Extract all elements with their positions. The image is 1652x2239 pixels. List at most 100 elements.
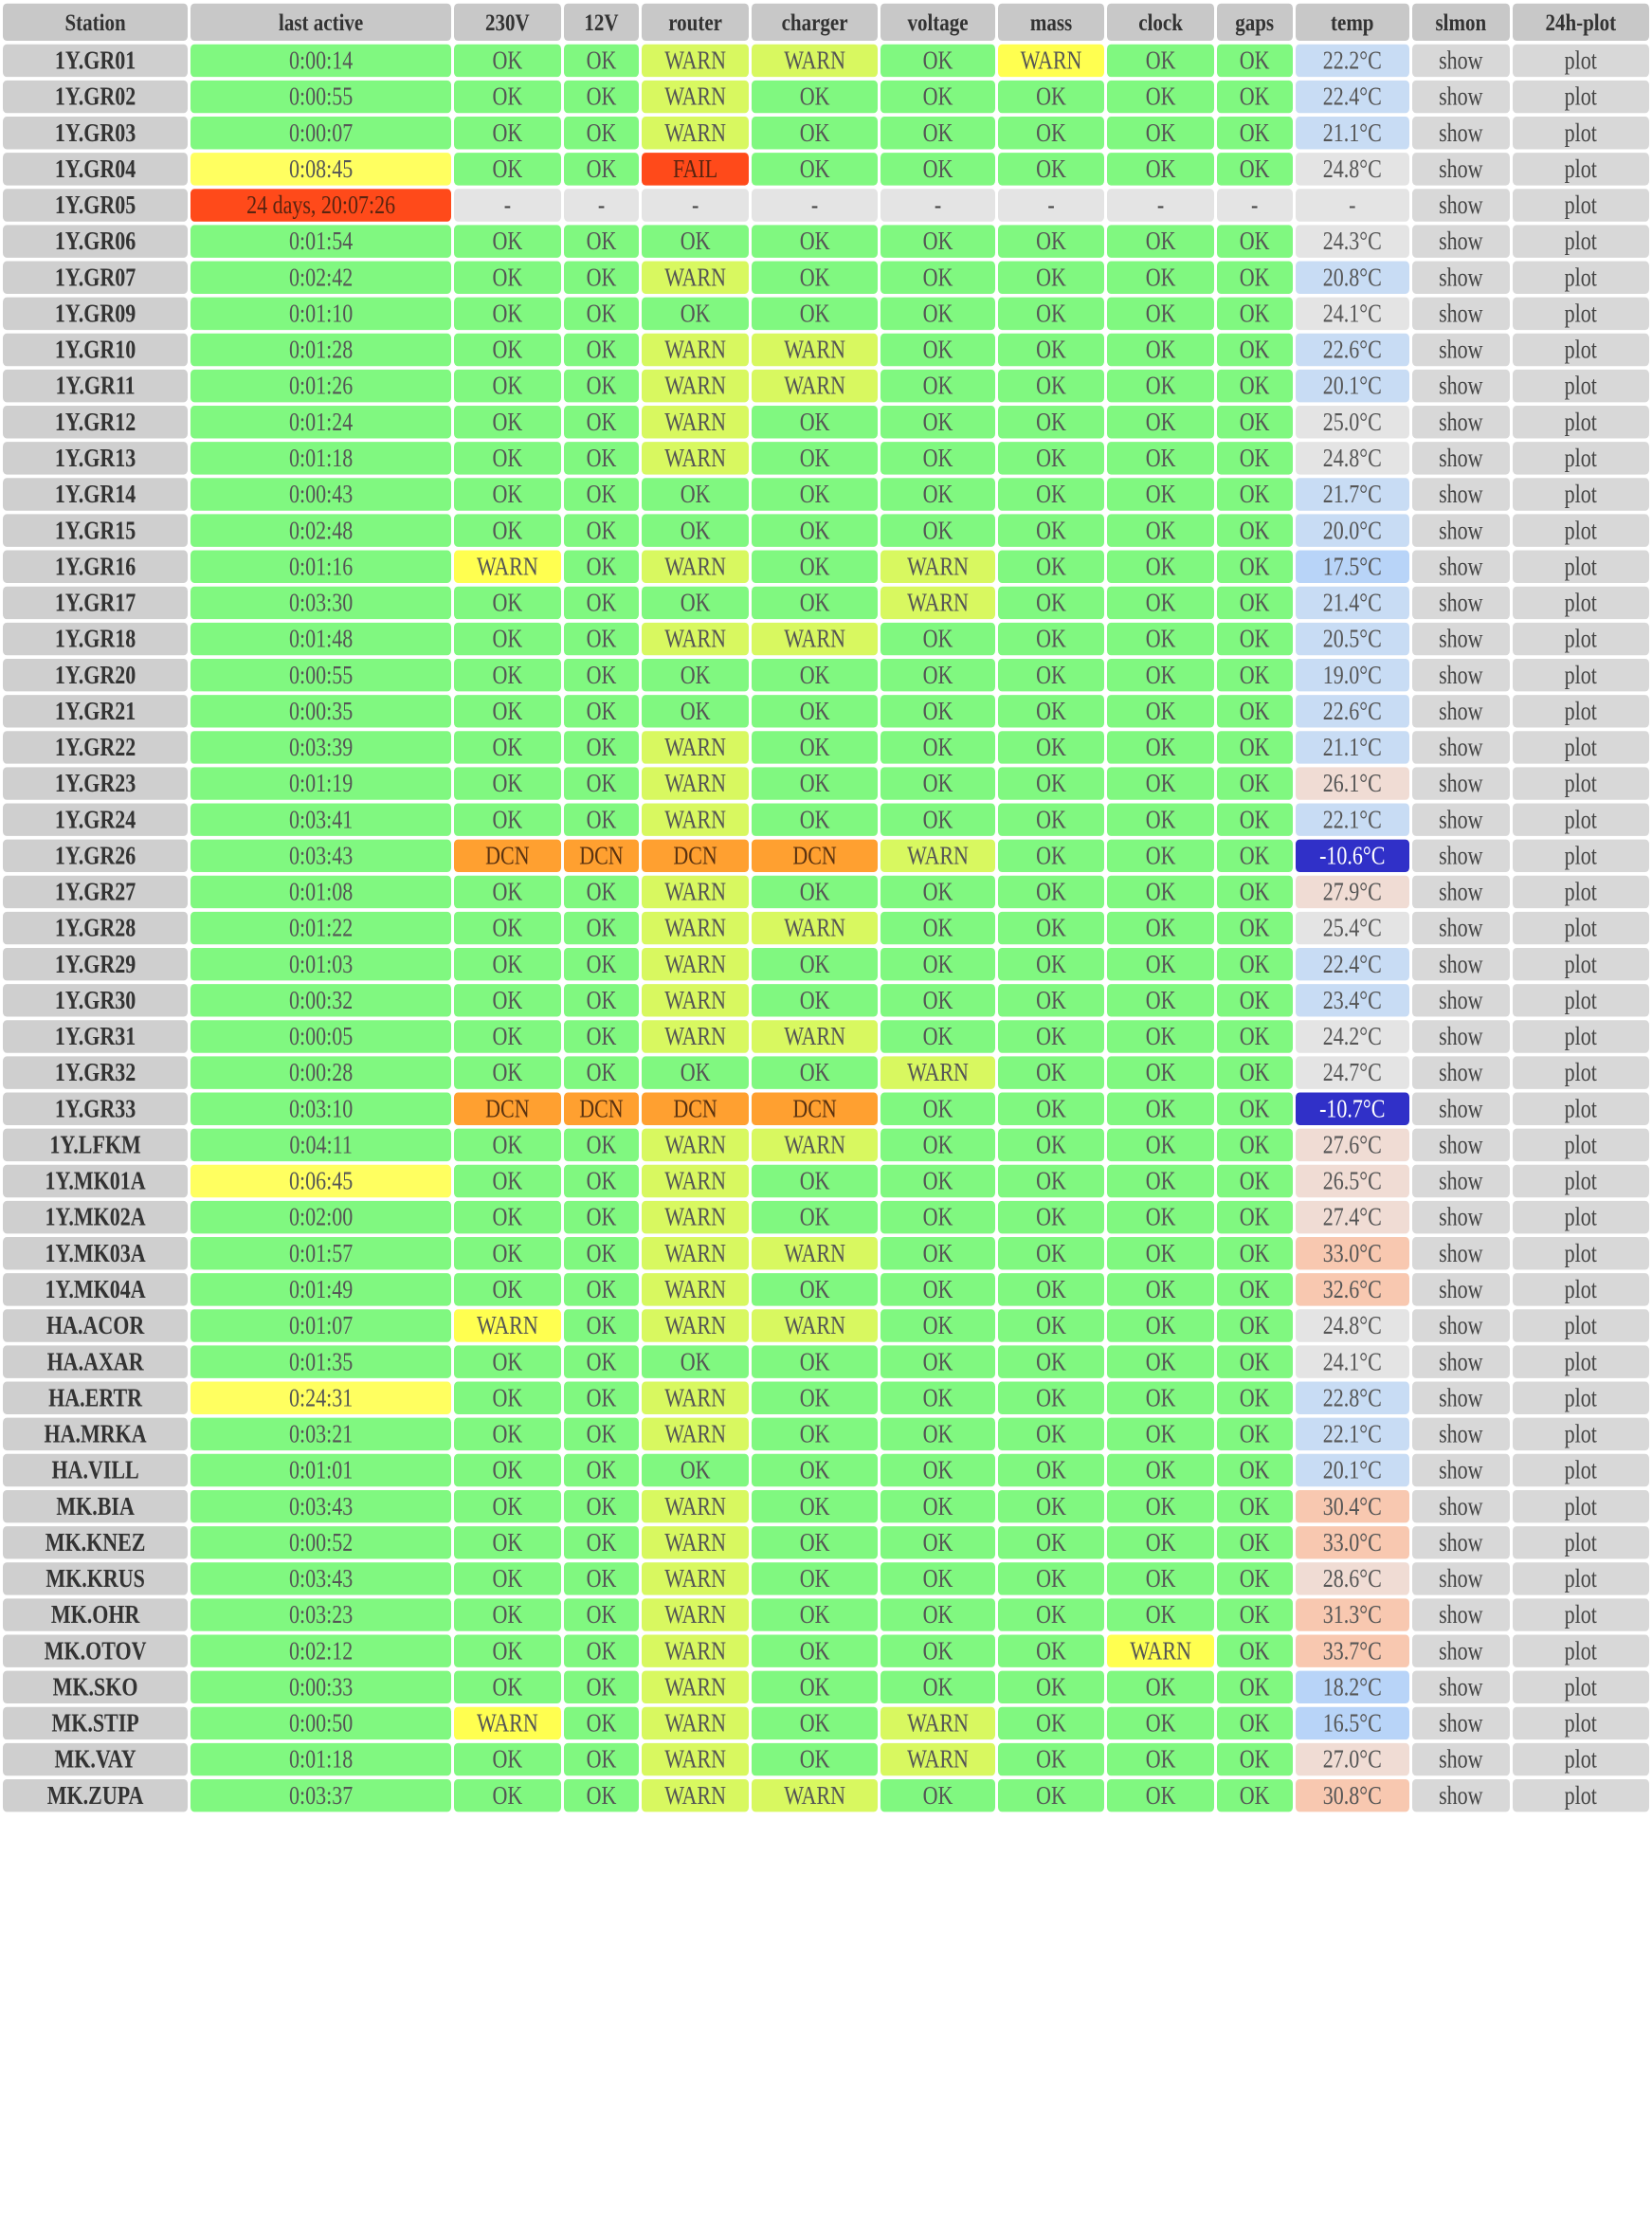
- plot-link[interactable]: plot: [1512, 1381, 1649, 1414]
- plot-link[interactable]: plot: [1512, 1634, 1649, 1667]
- slmon-show-link[interactable]: show: [1412, 1670, 1510, 1704]
- plot-link[interactable]: plot: [1512, 1453, 1649, 1487]
- col-header-charger[interactable]: charger: [751, 3, 879, 42]
- plot-link[interactable]: plot: [1512, 658, 1649, 692]
- col-header-mass[interactable]: mass: [997, 3, 1105, 42]
- plot-link[interactable]: plot: [1512, 1670, 1649, 1704]
- plot-link[interactable]: plot: [1512, 1020, 1649, 1053]
- slmon-show-link[interactable]: show: [1412, 1056, 1510, 1089]
- plot-link[interactable]: plot: [1512, 875, 1649, 909]
- slmon-show-link[interactable]: show: [1412, 1526, 1510, 1559]
- slmon-show-link[interactable]: show: [1412, 1489, 1510, 1523]
- plot-link[interactable]: plot: [1512, 369, 1649, 403]
- slmon-show-link[interactable]: show: [1412, 333, 1510, 367]
- plot-link[interactable]: plot: [1512, 1128, 1649, 1162]
- col-header-router[interactable]: router: [642, 3, 749, 42]
- slmon-show-link[interactable]: show: [1412, 1200, 1510, 1234]
- col-header-slmon[interactable]: slmon: [1412, 3, 1510, 42]
- slmon-show-link[interactable]: show: [1412, 189, 1510, 222]
- plot-link[interactable]: plot: [1512, 1778, 1649, 1812]
- plot-link[interactable]: plot: [1512, 550, 1649, 583]
- plot-link[interactable]: plot: [1512, 695, 1649, 728]
- slmon-show-link[interactable]: show: [1412, 731, 1510, 764]
- plot-link[interactable]: plot: [1512, 80, 1649, 114]
- slmon-show-link[interactable]: show: [1412, 1128, 1510, 1162]
- plot-link[interactable]: plot: [1512, 1237, 1649, 1270]
- slmon-show-link[interactable]: show: [1412, 442, 1510, 475]
- slmon-show-link[interactable]: show: [1412, 514, 1510, 547]
- plot-link[interactable]: plot: [1512, 1200, 1649, 1234]
- slmon-show-link[interactable]: show: [1412, 297, 1510, 331]
- plot-link[interactable]: plot: [1512, 911, 1649, 945]
- slmon-show-link[interactable]: show: [1412, 1020, 1510, 1053]
- slmon-show-link[interactable]: show: [1412, 803, 1510, 836]
- plot-link[interactable]: plot: [1512, 1489, 1649, 1523]
- plot-link[interactable]: plot: [1512, 478, 1649, 511]
- slmon-show-link[interactable]: show: [1412, 478, 1510, 511]
- slmon-show-link[interactable]: show: [1412, 947, 1510, 981]
- slmon-show-link[interactable]: show: [1412, 153, 1510, 186]
- slmon-show-link[interactable]: show: [1412, 1453, 1510, 1487]
- plot-link[interactable]: plot: [1512, 947, 1649, 981]
- col-header-clock[interactable]: clock: [1107, 3, 1214, 42]
- plot-link[interactable]: plot: [1512, 297, 1649, 331]
- slmon-show-link[interactable]: show: [1412, 1706, 1510, 1740]
- plot-link[interactable]: plot: [1512, 1417, 1649, 1451]
- slmon-show-link[interactable]: show: [1412, 767, 1510, 800]
- plot-link[interactable]: plot: [1512, 1345, 1649, 1378]
- plot-link[interactable]: plot: [1512, 1562, 1649, 1595]
- slmon-show-link[interactable]: show: [1412, 44, 1510, 78]
- slmon-show-link[interactable]: show: [1412, 586, 1510, 620]
- plot-link[interactable]: plot: [1512, 767, 1649, 800]
- col-header-gaps[interactable]: gaps: [1216, 3, 1293, 42]
- plot-link[interactable]: plot: [1512, 442, 1649, 475]
- plot-link[interactable]: plot: [1512, 153, 1649, 186]
- slmon-show-link[interactable]: show: [1412, 1562, 1510, 1595]
- col-header-24h-plot[interactable]: 24h-plot: [1512, 3, 1649, 42]
- slmon-show-link[interactable]: show: [1412, 1273, 1510, 1306]
- plot-link[interactable]: plot: [1512, 586, 1649, 620]
- plot-link[interactable]: plot: [1512, 189, 1649, 222]
- slmon-show-link[interactable]: show: [1412, 1381, 1510, 1414]
- slmon-show-link[interactable]: show: [1412, 406, 1510, 439]
- plot-link[interactable]: plot: [1512, 984, 1649, 1017]
- slmon-show-link[interactable]: show: [1412, 80, 1510, 114]
- slmon-show-link[interactable]: show: [1412, 1345, 1510, 1378]
- plot-link[interactable]: plot: [1512, 44, 1649, 78]
- slmon-show-link[interactable]: show: [1412, 117, 1510, 150]
- col-header-last-active[interactable]: last active: [191, 3, 452, 42]
- plot-link[interactable]: plot: [1512, 1706, 1649, 1740]
- col-header-station[interactable]: Station: [3, 3, 189, 42]
- slmon-show-link[interactable]: show: [1412, 369, 1510, 403]
- plot-link[interactable]: plot: [1512, 622, 1649, 656]
- slmon-show-link[interactable]: show: [1412, 1634, 1510, 1667]
- plot-link[interactable]: plot: [1512, 1273, 1649, 1306]
- slmon-show-link[interactable]: show: [1412, 1417, 1510, 1451]
- plot-link[interactable]: plot: [1512, 1092, 1649, 1125]
- plot-link[interactable]: plot: [1512, 1598, 1649, 1631]
- slmon-show-link[interactable]: show: [1412, 1778, 1510, 1812]
- plot-link[interactable]: plot: [1512, 1309, 1649, 1342]
- plot-link[interactable]: plot: [1512, 1526, 1649, 1559]
- plot-link[interactable]: plot: [1512, 839, 1649, 873]
- slmon-show-link[interactable]: show: [1412, 622, 1510, 656]
- slmon-show-link[interactable]: show: [1412, 695, 1510, 728]
- slmon-show-link[interactable]: show: [1412, 550, 1510, 583]
- plot-link[interactable]: plot: [1512, 731, 1649, 764]
- plot-link[interactable]: plot: [1512, 406, 1649, 439]
- slmon-show-link[interactable]: show: [1412, 875, 1510, 909]
- slmon-show-link[interactable]: show: [1412, 658, 1510, 692]
- slmon-show-link[interactable]: show: [1412, 1164, 1510, 1198]
- slmon-show-link[interactable]: show: [1412, 225, 1510, 258]
- slmon-show-link[interactable]: show: [1412, 984, 1510, 1017]
- slmon-show-link[interactable]: show: [1412, 1237, 1510, 1270]
- slmon-show-link[interactable]: show: [1412, 1092, 1510, 1125]
- slmon-show-link[interactable]: show: [1412, 911, 1510, 945]
- plot-link[interactable]: plot: [1512, 1164, 1649, 1198]
- col-header-12v[interactable]: 12V: [563, 3, 640, 42]
- plot-link[interactable]: plot: [1512, 333, 1649, 367]
- plot-link[interactable]: plot: [1512, 225, 1649, 258]
- col-header-230v[interactable]: 230V: [454, 3, 561, 42]
- plot-link[interactable]: plot: [1512, 117, 1649, 150]
- plot-link[interactable]: plot: [1512, 261, 1649, 294]
